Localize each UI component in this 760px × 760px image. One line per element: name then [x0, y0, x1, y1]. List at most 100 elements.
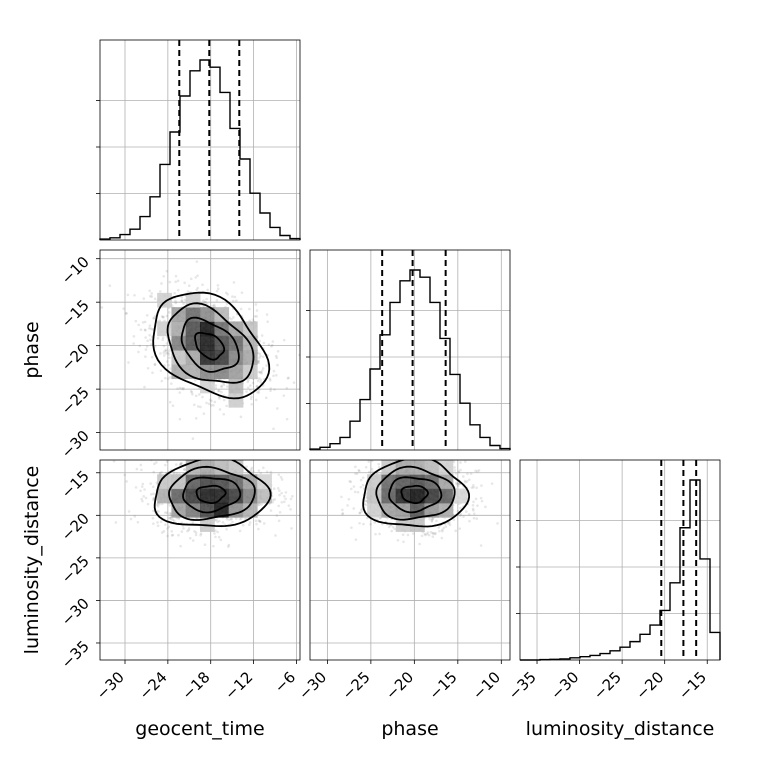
- sample-point: [125, 480, 128, 483]
- sample-point: [440, 453, 443, 456]
- sample-point: [152, 498, 155, 502]
- sample-point: [358, 511, 362, 515]
- density-block: [367, 502, 382, 518]
- sample-point: [216, 284, 220, 287]
- sample-point: [149, 338, 152, 342]
- sample-point: [138, 344, 142, 348]
- sample-point: [100, 306, 104, 309]
- sample-point: [289, 497, 293, 501]
- sample-point: [390, 529, 393, 533]
- sample-point: [476, 469, 479, 473]
- sample-point: [191, 437, 195, 440]
- density-block: [242, 350, 258, 365]
- sample-point: [153, 462, 156, 466]
- sample-point: [187, 284, 191, 288]
- density-block: [157, 292, 172, 308]
- sample-point: [430, 520, 434, 523]
- sample-point: [174, 274, 178, 278]
- density-block: [214, 474, 230, 490]
- density-block: [228, 392, 244, 408]
- sample-point: [424, 455, 427, 458]
- sample-point: [201, 283, 204, 287]
- sample-point: [431, 532, 435, 535]
- sample-point: [255, 384, 259, 388]
- sample-point: [224, 457, 227, 460]
- sample-point: [232, 316, 235, 319]
- sample-point: [167, 363, 170, 367]
- sample-point: [168, 516, 171, 520]
- sample-point: [168, 512, 172, 515]
- y-tick-label: −25: [58, 383, 93, 418]
- sample-point: [406, 533, 410, 537]
- sample-point: [447, 522, 450, 525]
- sample-point: [251, 381, 255, 385]
- density-block: [367, 474, 382, 490]
- y-tick-label: −30: [58, 427, 93, 462]
- sample-point: [152, 522, 155, 525]
- panel-grid: [100, 460, 300, 660]
- axes-frame: [309, 249, 511, 451]
- sample-point: [194, 457, 197, 460]
- sample-point: [425, 532, 429, 536]
- sample-point: [472, 509, 475, 512]
- sample-point: [141, 482, 145, 486]
- sample-point: [370, 467, 374, 471]
- sample-point: [152, 492, 155, 496]
- sample-point: [290, 527, 293, 530]
- sample-point: [427, 533, 431, 537]
- sample-point: [148, 289, 151, 293]
- sample-point: [369, 522, 372, 526]
- sample-point: [248, 307, 251, 311]
- sample-point: [474, 457, 477, 460]
- density-block: [257, 488, 272, 504]
- sample-point: [246, 380, 250, 384]
- sample-point: [150, 295, 154, 298]
- sample-point: [179, 544, 182, 548]
- density-block: [157, 474, 172, 490]
- sample-point: [171, 404, 175, 408]
- sample-point: [166, 527, 169, 530]
- sample-point: [259, 471, 263, 475]
- sample-point: [370, 460, 374, 463]
- sample-point: [277, 504, 280, 508]
- sample-point: [169, 517, 173, 520]
- sample-point: [479, 496, 483, 500]
- sample-point: [278, 510, 282, 514]
- sample-point: [248, 523, 251, 526]
- sample-point: [468, 519, 471, 523]
- sample-point: [358, 511, 362, 515]
- sample-point: [257, 359, 261, 363]
- sample-point: [135, 467, 139, 471]
- sample-point: [164, 349, 168, 353]
- sample-point: [197, 451, 200, 454]
- axes-frame: [309, 459, 511, 661]
- sample-point: [435, 519, 438, 523]
- sample-point: [186, 529, 189, 533]
- sample-point: [435, 446, 438, 449]
- contour-level-4: [362, 460, 471, 528]
- sample-point: [459, 468, 462, 472]
- sample-point: [266, 320, 269, 324]
- sample-point: [146, 502, 150, 506]
- sample-point: [160, 379, 164, 383]
- sample-point: [245, 390, 248, 393]
- sample-point: [194, 394, 198, 398]
- sample-point: [193, 530, 196, 533]
- sample-point: [349, 480, 353, 484]
- sample-point: [259, 354, 262, 358]
- y-tick-label: −15: [58, 296, 93, 331]
- sample-point: [459, 514, 462, 517]
- sample-point: [143, 328, 147, 332]
- x-tick-label: −15: [675, 668, 710, 703]
- sample-point: [150, 292, 153, 295]
- sample-point: [165, 342, 169, 345]
- sample-point: [427, 457, 430, 460]
- sample-point: [471, 507, 475, 511]
- sample-point: [175, 472, 179, 475]
- axes-frame: [99, 459, 301, 661]
- sample-point: [459, 506, 462, 510]
- x-tick-label: −10: [469, 668, 504, 703]
- y-tick-label: −15: [58, 467, 93, 502]
- sample-point: [453, 469, 457, 472]
